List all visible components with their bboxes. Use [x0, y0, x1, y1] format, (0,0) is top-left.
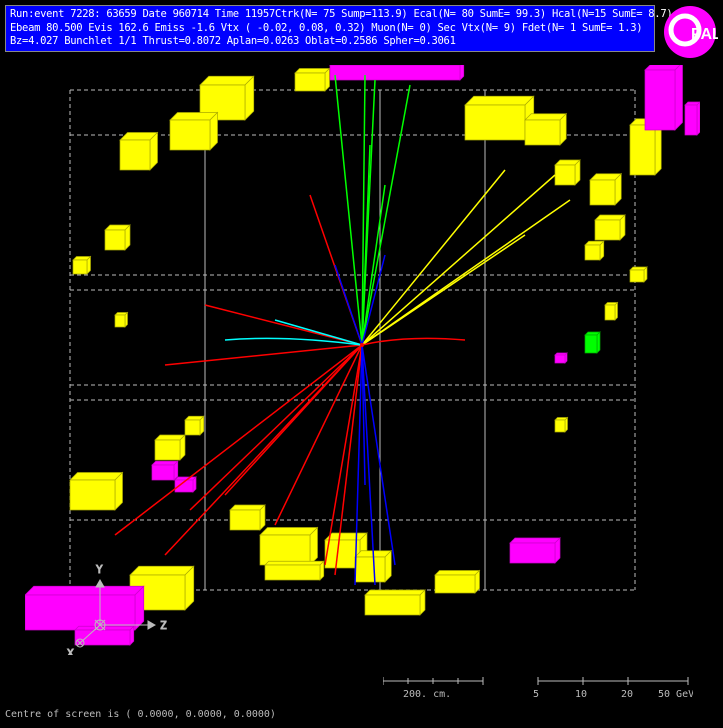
svg-text:20: 20: [621, 689, 633, 700]
opal-logo: PAL: [663, 5, 718, 60]
svg-text:50 GeV: 50 GeV: [658, 689, 693, 700]
svg-text:10: 10: [575, 689, 587, 700]
svg-text:5: 5: [533, 689, 539, 700]
screen-centre-readout: Centre of screen is ( 0.0000, 0.0000, 0.…: [5, 709, 276, 720]
tracks: [115, 75, 570, 585]
info-line-3: Bz=4.027 Bunchlet 1/1 Thrust=0.8072 Apla…: [10, 35, 650, 49]
svg-text:PAL: PAL: [691, 26, 718, 43]
info-line-1: Run:event 7228: 63659 Date 960714 Time 1…: [10, 8, 650, 22]
event-info-panel: Run:event 7228: 63659 Date 960714 Time 1…: [5, 5, 655, 52]
svg-text:200. cm.: 200. cm.: [403, 689, 451, 700]
svg-text:Z: Z: [160, 619, 167, 632]
scale-bar: 200. cm. 5 10 20 50 GeV: [383, 673, 693, 708]
info-line-2: Ebeam 80.500 Evis 162.6 Emiss -1.6 Vtx (…: [10, 22, 650, 36]
event-display: Y Z X: [25, 65, 700, 655]
svg-text:X: X: [67, 647, 74, 655]
svg-text:Y: Y: [96, 563, 103, 576]
